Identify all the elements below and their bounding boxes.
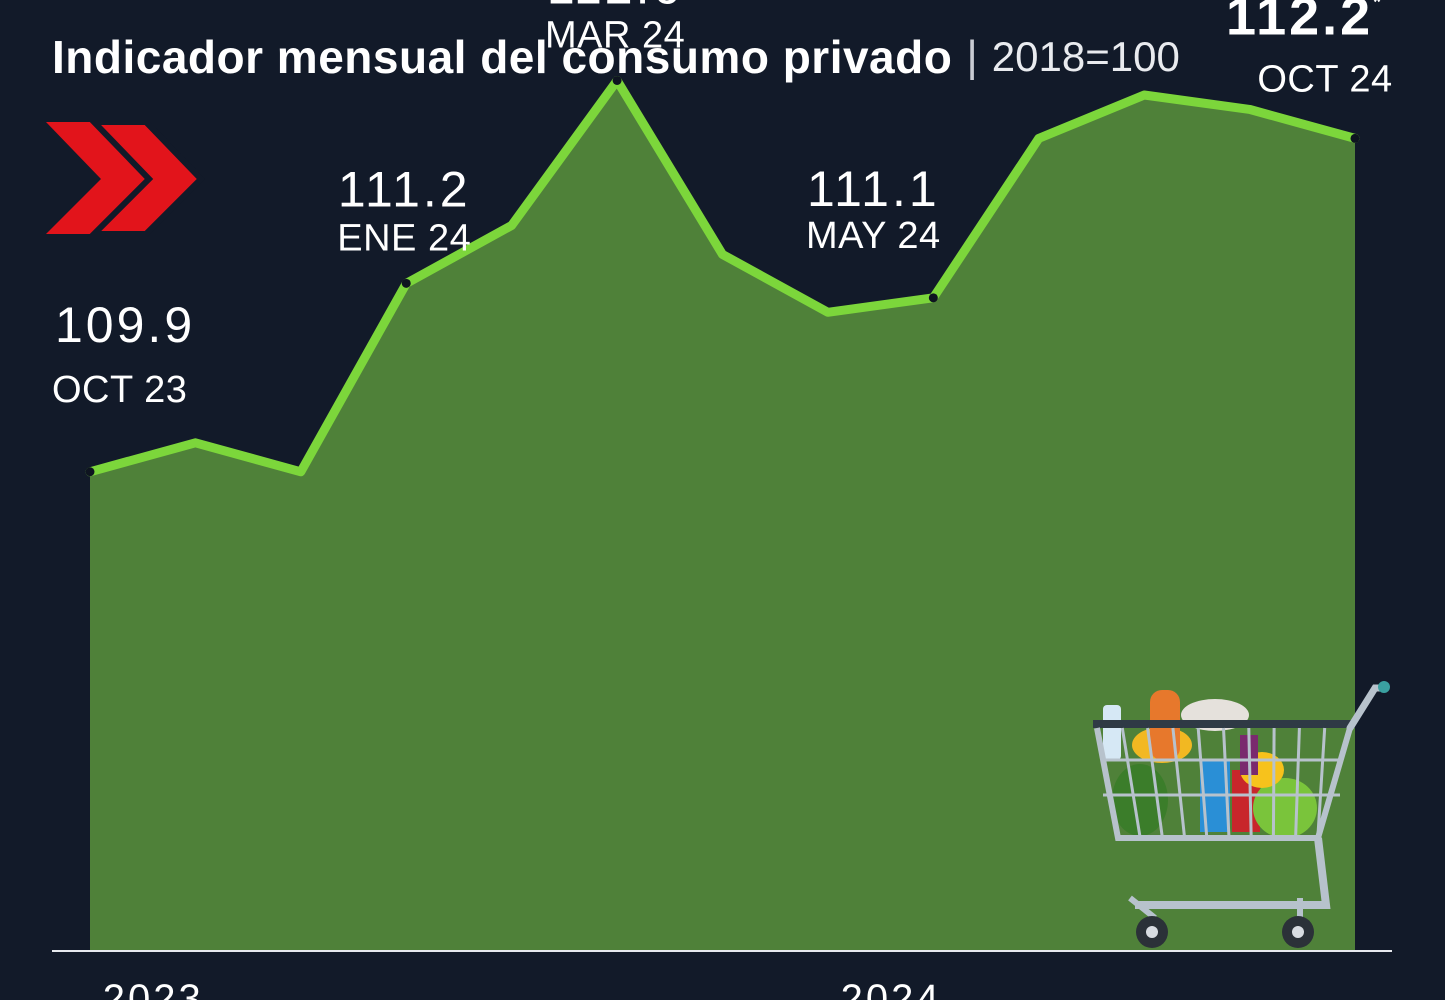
- shopping-cart-icon: [1093, 681, 1390, 948]
- cart-rim: [1093, 720, 1355, 728]
- cart-basket: [1094, 727, 1353, 841]
- cart-frame: [1135, 837, 1331, 909]
- data-point-ene-24: [401, 278, 411, 288]
- cart-item: [1103, 705, 1121, 760]
- cart-wire: [1120, 727, 1142, 839]
- cart-wheel-hub: [1292, 926, 1304, 938]
- value-label-may-24: 111.1: [807, 161, 940, 217]
- cart-wire: [1146, 727, 1164, 839]
- year-label-2023: 2023: [103, 977, 204, 1000]
- cart-handle-grip: [1378, 681, 1390, 693]
- date-label-mar-24: MAR 24: [545, 14, 685, 56]
- data-point-oct-23: [85, 467, 95, 477]
- value-label-ene-24: 111.2: [338, 161, 471, 217]
- cart-item: [1253, 778, 1317, 838]
- cart-handle: [1346, 684, 1389, 732]
- data-point-mar-24: [612, 75, 622, 85]
- area-fill: [90, 80, 1355, 950]
- year-label-2024: 2024: [841, 977, 942, 1000]
- date-label-oct-23: OCT 23: [52, 369, 187, 411]
- cart-wheel-hub: [1146, 926, 1158, 938]
- value-marker: *: [1373, 0, 1384, 13]
- cart-wire: [1247, 727, 1253, 839]
- cart-wire: [1271, 727, 1276, 839]
- cart-wire: [1294, 727, 1301, 839]
- value-label-oct-24: 112.2*: [1226, 0, 1384, 46]
- series-line: [85, 76, 1360, 477]
- data-point-may-24: [928, 293, 938, 303]
- cart-wire: [1316, 727, 1327, 839]
- date-label-ene-24: ENE 24: [337, 217, 471, 259]
- value-label-mar-24: 112.6: [547, 0, 683, 14]
- title-row: Indicador mensual del consumo privado | …: [52, 30, 1180, 84]
- chevron-right: [86, 122, 206, 237]
- cart-legs: [1128, 895, 1303, 921]
- chart-title: Indicador mensual del consumo privado: [52, 31, 953, 83]
- date-label-oct-24: OCT 24: [1257, 58, 1392, 100]
- value-label-oct-23: 109.9: [55, 297, 195, 353]
- cart-wire: [1222, 727, 1231, 839]
- cart-wire: [1196, 727, 1209, 839]
- date-label-may-24: MAY 24: [806, 215, 941, 257]
- chevron-double-icon: [46, 122, 206, 237]
- data-point-oct-24: [1350, 133, 1360, 143]
- title-separator: |: [966, 32, 978, 81]
- chart-subtitle: 2018=100: [991, 33, 1180, 80]
- cart-wire: [1171, 727, 1187, 839]
